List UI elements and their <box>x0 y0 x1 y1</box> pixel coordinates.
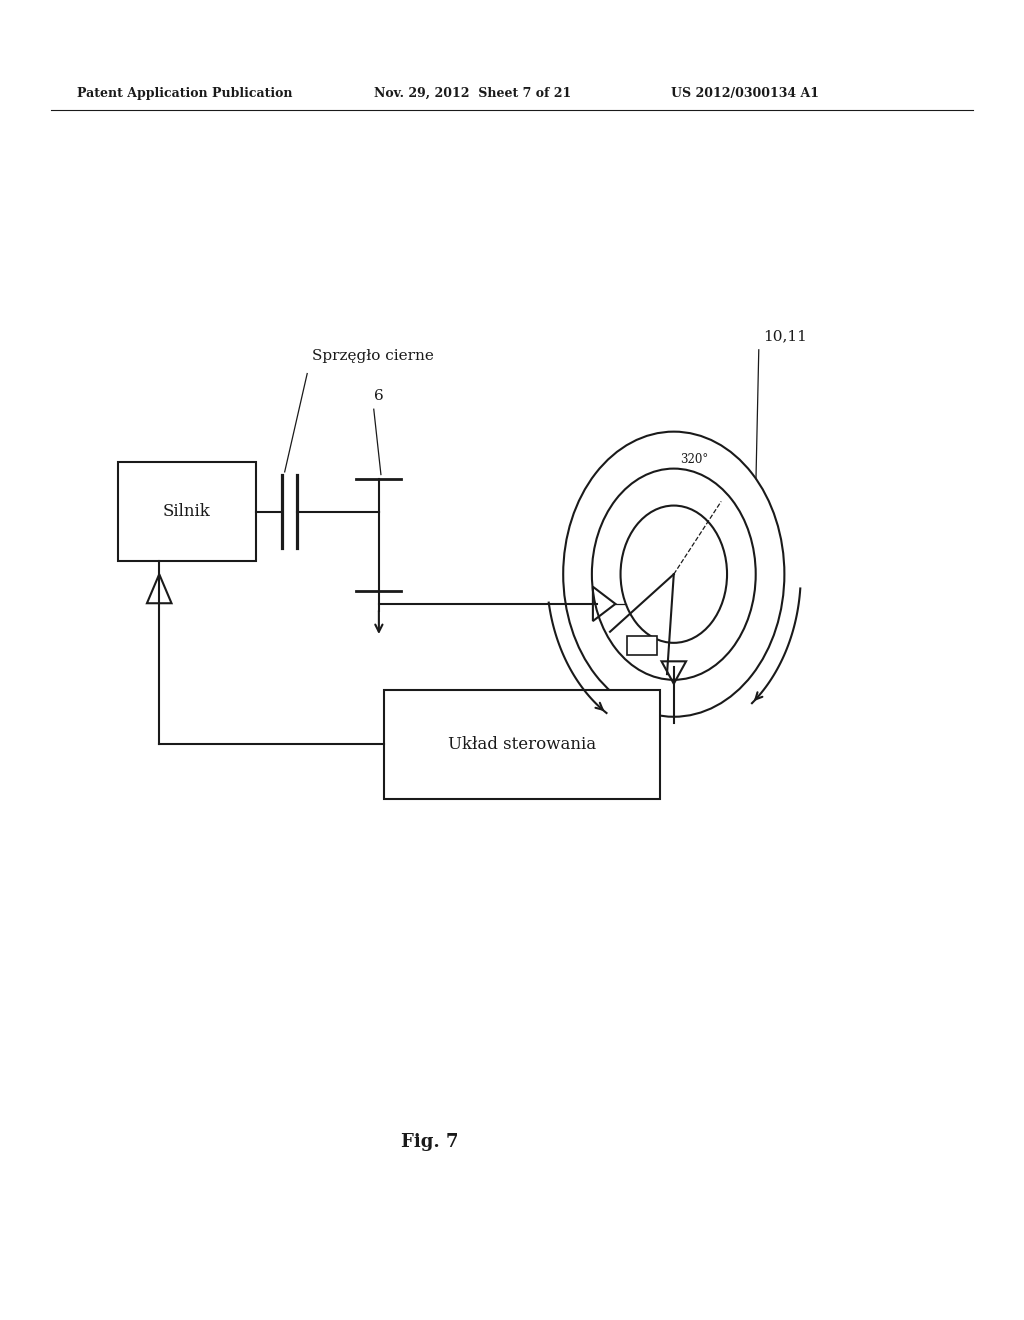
Text: Fig. 7: Fig. 7 <box>401 1133 459 1151</box>
Text: Patent Application Publication: Patent Application Publication <box>77 87 292 100</box>
Text: Układ sterowania: Układ sterowania <box>449 737 596 752</box>
Text: Sprzęgło cierne: Sprzęgło cierne <box>312 350 434 363</box>
Text: 10,11: 10,11 <box>763 330 807 343</box>
Bar <box>627 636 657 655</box>
Text: Silnik: Silnik <box>163 503 211 520</box>
Text: 6: 6 <box>374 389 384 403</box>
Bar <box>118 462 256 561</box>
Bar <box>384 690 660 799</box>
Text: 320°: 320° <box>680 453 709 466</box>
Text: Nov. 29, 2012  Sheet 7 of 21: Nov. 29, 2012 Sheet 7 of 21 <box>374 87 571 100</box>
Text: US 2012/0300134 A1: US 2012/0300134 A1 <box>671 87 819 100</box>
